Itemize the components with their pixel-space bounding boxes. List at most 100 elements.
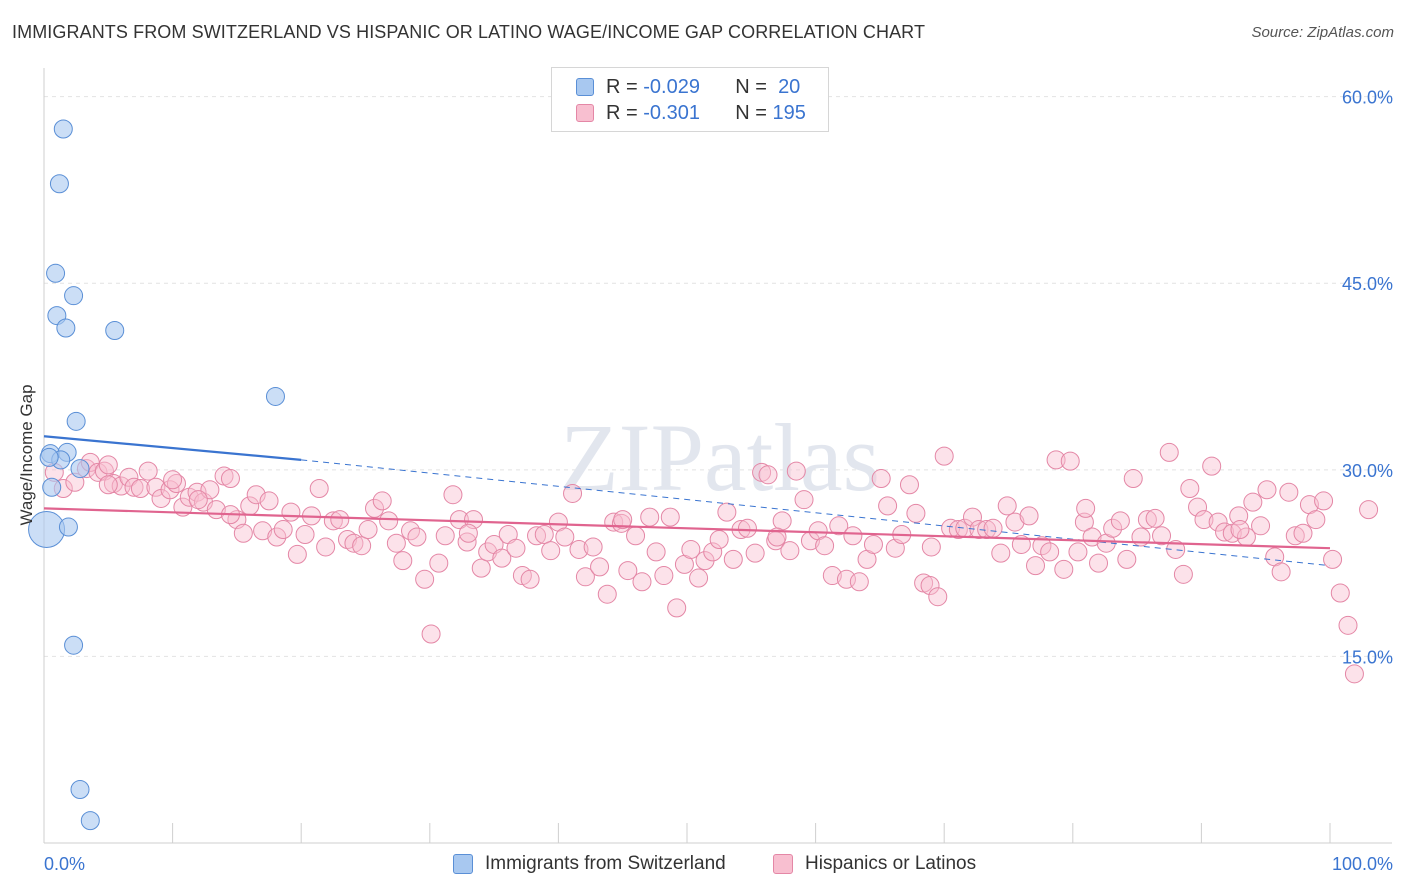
hispanic-point: [991, 543, 1011, 563]
hispanic-point: [1271, 562, 1291, 582]
swiss-point: [49, 174, 69, 194]
legend-r-label: R =: [606, 75, 638, 98]
hispanic-point: [737, 518, 757, 538]
swiss-point: [64, 635, 84, 655]
hispanic-point: [98, 455, 118, 475]
bottom-swatch-hispanic: [773, 854, 793, 874]
hispanic-point: [1188, 497, 1208, 517]
hispanic-point: [188, 490, 208, 510]
y-tick-label: 15.0%: [1342, 647, 1393, 667]
hispanic-point: [626, 526, 646, 546]
hispanic-point: [295, 525, 315, 545]
hispanic-point: [1005, 512, 1025, 532]
hispanic-point: [1243, 492, 1263, 512]
legend-swatch-hispanic: [576, 104, 594, 122]
hispanic-point: [1040, 542, 1060, 562]
bottom-legend-swiss: Immigrants from Switzerland: [453, 852, 726, 876]
hispanic-point: [618, 561, 638, 581]
hispanic-points: [44, 442, 1379, 684]
legend-r-label: R =: [606, 101, 638, 124]
bottom-legend-label: Immigrants from Switzerland: [485, 853, 726, 874]
swiss-point: [80, 811, 100, 831]
hispanic-point: [767, 527, 787, 547]
hispanic-point: [492, 548, 512, 568]
hispanic-point: [829, 516, 849, 536]
hispanic-point: [1215, 522, 1235, 542]
hispanic-point: [88, 462, 108, 482]
hispanic-point: [1152, 526, 1172, 546]
bottom-swatch-swiss: [453, 854, 473, 874]
hispanic-point: [899, 475, 919, 495]
y-tick-label: 60.0%: [1342, 88, 1393, 108]
hispanic-point: [1229, 506, 1249, 526]
hispanic-point: [745, 543, 765, 563]
hispanic-point: [233, 523, 253, 543]
hispanic-point: [815, 536, 835, 556]
legend-r-value: -0.029: [643, 75, 700, 98]
watermark: ZIPatlas: [560, 404, 880, 511]
hispanic-point: [471, 558, 491, 578]
hispanic-point: [1285, 526, 1305, 546]
hispanic-point: [1046, 450, 1066, 470]
hispanic-point: [780, 541, 800, 561]
hispanic-point: [646, 542, 666, 562]
hispanic-point: [429, 553, 449, 573]
hispanic-point: [1123, 469, 1143, 489]
swiss-points: [28, 119, 285, 831]
hispanic-point: [1202, 456, 1222, 476]
x-tick-label: 100.0%: [1332, 854, 1393, 874]
hispanic-point: [871, 469, 891, 489]
hispanic-point: [1103, 518, 1123, 538]
hispanic-point: [590, 557, 610, 577]
hispanic-point: [281, 502, 301, 522]
hispanic-point: [1180, 478, 1200, 498]
tick-labels: 15.0% 30.0% 45.0% 60.0% 0.0% 100.0%: [44, 88, 1393, 874]
hispanic-point: [379, 511, 399, 531]
hispanic-point: [709, 529, 729, 549]
hispanic-trend-line: [43, 507, 1331, 550]
swiss-point: [105, 321, 125, 341]
legend-n-value: 195: [772, 101, 806, 124]
hispanic-point: [1306, 510, 1326, 530]
swiss-point: [42, 477, 62, 497]
hispanic-point: [1076, 498, 1096, 518]
swiss-trend-extension: [301, 459, 1331, 567]
correlation-legend: R = -0.029 N = 20 R = -0.301 N = 195: [551, 67, 829, 132]
hispanic-point: [1257, 480, 1277, 500]
swiss-point: [53, 119, 73, 139]
hispanic-point: [449, 510, 469, 530]
hispanic-point: [98, 475, 118, 495]
hispanic-point: [1194, 510, 1214, 530]
hispanic-point: [478, 542, 498, 562]
legend-row-swiss: R = -0.029 N = 20: [576, 76, 800, 98]
hispanic-point: [997, 496, 1017, 516]
swiss-trend-line: [43, 435, 302, 461]
hispanic-point: [421, 624, 441, 644]
hispanic-point: [287, 544, 307, 564]
hispanic-point: [365, 498, 385, 518]
source-label: Source: ZipAtlas.com: [1251, 24, 1394, 41]
hispanic-point: [921, 537, 941, 557]
hispanic-point: [1344, 664, 1364, 684]
chart-title: IMMIGRANTS FROM SWITZERLAND VS HISPANIC …: [12, 22, 926, 42]
hispanic-point: [273, 520, 293, 540]
hispanic-point: [253, 521, 273, 541]
hispanic-point: [330, 510, 350, 530]
trend-lines: [43, 435, 1331, 567]
hispanic-point: [458, 523, 478, 543]
hispanic-point: [520, 569, 540, 589]
hispanic-point: [569, 539, 589, 559]
hispanic-point: [309, 478, 329, 498]
hispanic-point: [849, 572, 869, 592]
hispanic-point: [575, 567, 595, 587]
hispanic-point: [1159, 442, 1179, 462]
swiss-point: [66, 411, 86, 431]
hispanic-point: [1279, 482, 1299, 502]
hispanic-point: [928, 587, 948, 607]
legend-n-label: N =: [735, 101, 767, 124]
hispanic-point: [613, 510, 633, 530]
hispanic-point: [435, 526, 455, 546]
swiss-point: [70, 780, 90, 800]
hispanic-point: [660, 507, 680, 527]
hispanic-point: [1251, 516, 1271, 536]
